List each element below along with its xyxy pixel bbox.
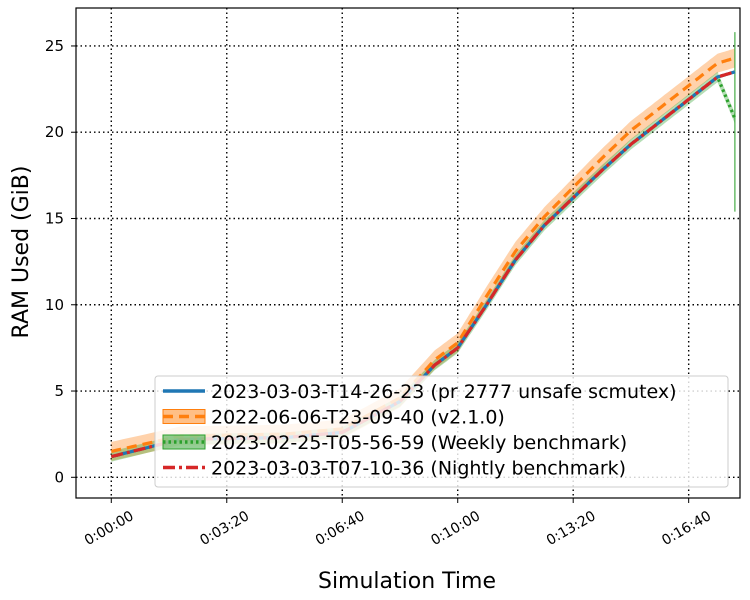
- legend-box: [154, 375, 729, 488]
- legend-label: 2023-03-03-T14-26-23 (pr 2777 unsafe scm…: [211, 381, 677, 403]
- x-tick-label: 0:03:20: [197, 508, 252, 549]
- x-tick-label: 0:00:00: [82, 508, 137, 549]
- grid: [76, 8, 740, 498]
- legend-label: 2022-06-06-T23-09-40 (v2.1.0): [211, 407, 505, 429]
- x-axis-label: Simulation Time: [318, 569, 496, 594]
- y-tick-label: 0: [54, 468, 64, 486]
- y-tick-label: 5: [54, 382, 64, 400]
- legend: 2023-03-03-T14-26-23 (pr 2777 unsafe scm…: [154, 375, 729, 488]
- y-tick-label: 15: [45, 209, 64, 227]
- plot-frame: [75, 7, 741, 499]
- y-tick-label: 20: [45, 123, 64, 141]
- x-axis-ticks: 0:00:00 0:03:20 0:06:40 0:10:00 0:13:20 0:16:…: [82, 498, 714, 549]
- x-tick-label: 0:16:40: [659, 508, 714, 549]
- y-tick-label: 10: [45, 296, 64, 314]
- y-axis-label: RAM Used (GiB): [9, 166, 34, 339]
- legend-label: 2023-03-03-T07-10-36 (Nightly benchmark): [211, 458, 626, 480]
- y-axis-ticks: 0 5 10 15 20 25: [45, 37, 76, 486]
- x-tick-label: 0:13:20: [544, 508, 599, 549]
- x-tick-label: 0:10:00: [428, 508, 483, 549]
- x-tick-label: 0:06:40: [313, 508, 368, 549]
- y-tick-label: 25: [45, 37, 64, 55]
- legend-label: 2023-02-25-T05-56-59 (Weekly benchmark): [211, 432, 627, 454]
